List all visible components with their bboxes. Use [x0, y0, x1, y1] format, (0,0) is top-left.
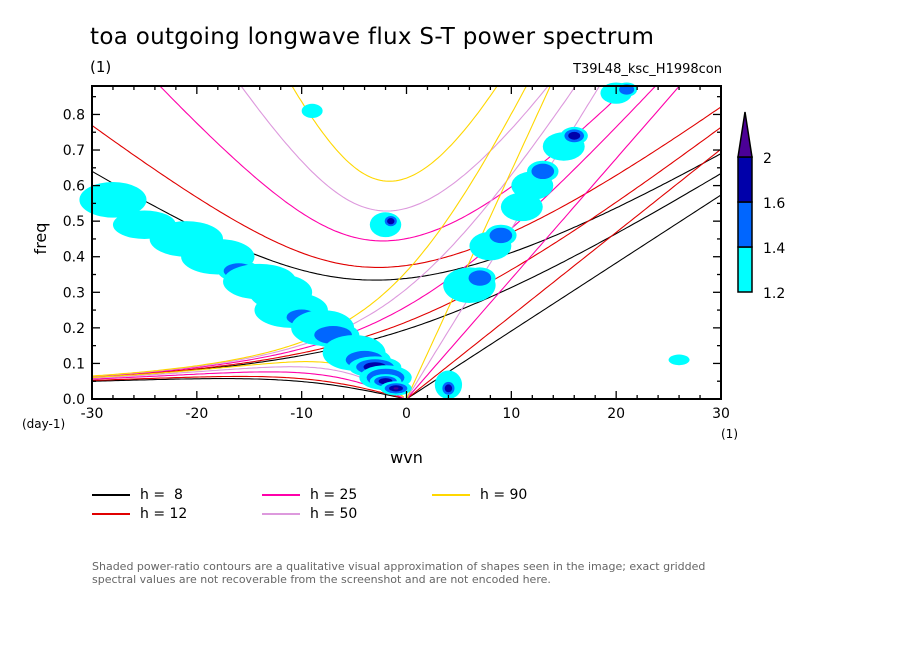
contour-blob-approx [468, 270, 492, 286]
y-tick-label: 0.1 [63, 356, 85, 372]
legend-label: h = 25 [310, 487, 358, 503]
dispersion-curve-kelvin-h90 [405, 86, 551, 399]
dispersion-curve-ig1-h50 [240, 86, 549, 212]
plot-area [92, 86, 721, 399]
x-tick-label: 30 [712, 406, 730, 422]
dispersion-curve-mrg-h50 [92, 86, 577, 377]
x-tick-label: 20 [607, 406, 625, 422]
dispersion-curve-mrg-h8 [92, 173, 721, 379]
legend-item: h = 8 [92, 487, 183, 503]
dispersion-curve-er1-h25 [92, 371, 405, 399]
colorbar-segment [737, 246, 753, 293]
x-axis-label: wvn [390, 448, 423, 467]
contour-blob-approx [393, 387, 399, 390]
legend-item: h = 90 [432, 487, 527, 503]
legend-item: h = 50 [262, 506, 357, 522]
legend-item: h = 25 [262, 487, 357, 503]
x-tick-label: 0 [402, 406, 411, 422]
legend-label: h = 50 [310, 506, 358, 522]
y-tick-label: 0.7 [63, 143, 85, 159]
contour-approximation-note: Shaded power-ratio contours are a qualit… [92, 560, 706, 586]
contour-blob-approx [489, 227, 513, 244]
contour-blob-approx [79, 182, 147, 218]
contour-blob-approx [531, 163, 555, 180]
contour-blob-approx [387, 218, 395, 225]
contour-blob-approx [668, 354, 690, 366]
y-tick-label: 0.4 [63, 250, 85, 266]
contour-blob-approx [301, 103, 323, 119]
colorbar-label: 1.2 [763, 286, 785, 302]
dispersion-curve-kelvin-h8 [406, 194, 721, 399]
x-tick-label: 10 [502, 406, 520, 422]
legend-swatch [92, 494, 130, 496]
y-tick-label: 0.8 [63, 107, 85, 123]
dispersion-curve-ig1-h90 [291, 86, 498, 182]
colorbar-segment [737, 201, 753, 248]
legend-label: h = 12 [140, 506, 188, 522]
legend-label: h = 8 [140, 487, 183, 503]
dispersion-curve-kelvin-h12 [406, 148, 721, 399]
y-tick-label: 0.6 [63, 179, 85, 195]
legend-swatch [262, 494, 300, 496]
dispersion-curve-ig1-h25 [159, 86, 631, 242]
x-tick-label: -30 [81, 406, 104, 422]
colorbar-segment [737, 156, 753, 203]
legend-swatch [92, 513, 130, 515]
colorbar-label: 2 [763, 151, 772, 167]
dispersion-curve-er1-h50 [92, 366, 405, 399]
y-tick-label: 0.5 [63, 214, 85, 230]
contour-blob-approx [568, 131, 581, 140]
dispersion-curve-ig1-h12 [92, 106, 721, 268]
legend-label: h = 90 [480, 487, 528, 503]
y-tick-label: 0.2 [63, 321, 85, 337]
chart-units: (1) [90, 58, 112, 76]
x-tick-label: -10 [290, 406, 313, 422]
dispersion-curve-er1-h8 [92, 378, 405, 399]
y-tick-label: 0.3 [63, 285, 85, 301]
y-unit-label: (day-1) [22, 417, 65, 431]
legend-item: h = 12 [92, 506, 187, 522]
x-unit-label: (1) [721, 427, 738, 441]
dispersion-curve-er1-h12 [92, 375, 405, 399]
run-id: T39L48_ksc_H1998con [573, 62, 722, 77]
chart-title: toa outgoing longwave flux S-T power spe… [90, 24, 655, 50]
y-axis-label: freq [31, 223, 50, 255]
y-tick-label: 0.0 [63, 392, 85, 408]
legend-swatch [432, 494, 470, 496]
x-tick-label: -20 [185, 406, 208, 422]
dispersion-curve-kelvin-h25 [406, 86, 681, 399]
colorbar-extend-triangle [737, 111, 753, 158]
dispersion-curve-mrg-h25 [92, 86, 657, 378]
colorbar-label: 1.6 [763, 196, 785, 212]
contour-blob-approx [444, 384, 453, 393]
legend-swatch [262, 513, 300, 515]
dispersion-curve-mrg-h12 [92, 126, 721, 378]
colorbar-label: 1.4 [763, 241, 785, 257]
